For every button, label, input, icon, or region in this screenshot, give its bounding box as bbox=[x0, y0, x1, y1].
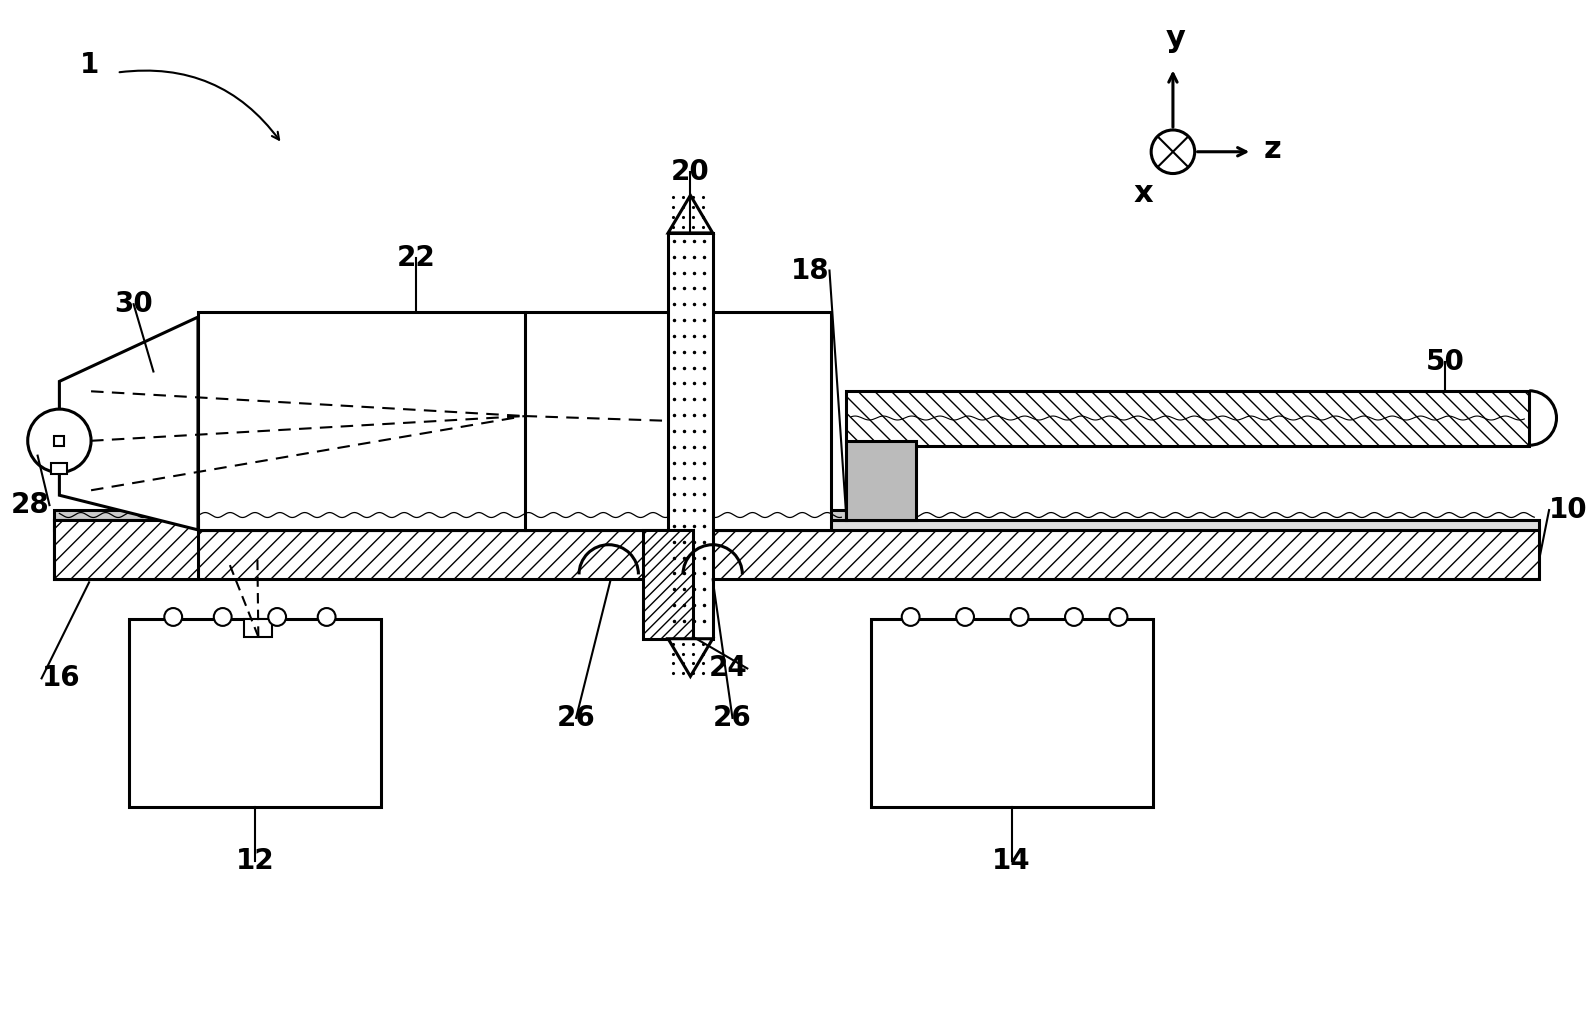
Bar bbox=[54, 520, 199, 579]
Text: x: x bbox=[1133, 180, 1154, 209]
Text: 30: 30 bbox=[114, 291, 153, 318]
Polygon shape bbox=[667, 639, 713, 676]
Bar bbox=[199, 312, 831, 529]
Circle shape bbox=[957, 608, 974, 626]
Circle shape bbox=[318, 608, 335, 626]
Circle shape bbox=[27, 409, 91, 473]
Text: z: z bbox=[1263, 135, 1282, 164]
Polygon shape bbox=[667, 195, 713, 233]
Bar bbox=[54, 520, 1540, 529]
Bar bbox=[847, 440, 915, 520]
Text: 12: 12 bbox=[237, 848, 275, 876]
Text: 26: 26 bbox=[713, 704, 752, 732]
Bar bbox=[847, 391, 1529, 446]
Text: 22: 22 bbox=[396, 244, 435, 272]
Circle shape bbox=[1150, 130, 1195, 174]
Bar bbox=[54, 510, 847, 520]
Bar bbox=[129, 619, 381, 807]
Text: 18: 18 bbox=[791, 256, 829, 284]
Circle shape bbox=[1065, 608, 1082, 626]
Circle shape bbox=[269, 608, 286, 626]
Polygon shape bbox=[59, 317, 199, 529]
Bar bbox=[644, 529, 693, 639]
Text: y: y bbox=[1166, 24, 1185, 53]
Bar bbox=[644, 529, 693, 639]
Bar bbox=[667, 233, 713, 639]
Text: 16: 16 bbox=[41, 664, 79, 693]
Circle shape bbox=[1109, 608, 1128, 626]
Circle shape bbox=[164, 608, 183, 626]
Circle shape bbox=[215, 608, 232, 626]
Text: 1: 1 bbox=[79, 51, 99, 79]
Bar bbox=[245, 619, 272, 637]
Text: 20: 20 bbox=[671, 157, 709, 185]
Bar bbox=[54, 529, 1540, 579]
Bar bbox=[51, 462, 67, 475]
Circle shape bbox=[1011, 608, 1028, 626]
Text: 50: 50 bbox=[1425, 347, 1465, 375]
Circle shape bbox=[901, 608, 920, 626]
Text: 14: 14 bbox=[992, 848, 1031, 876]
Bar bbox=[54, 529, 1540, 579]
Bar bbox=[54, 436, 64, 446]
Text: 24: 24 bbox=[709, 655, 747, 682]
Text: 28: 28 bbox=[11, 491, 49, 519]
Bar bbox=[871, 619, 1154, 807]
Text: 26: 26 bbox=[556, 704, 596, 732]
Bar bbox=[54, 520, 199, 579]
Text: 10: 10 bbox=[1549, 496, 1587, 524]
Bar bbox=[847, 391, 1529, 446]
